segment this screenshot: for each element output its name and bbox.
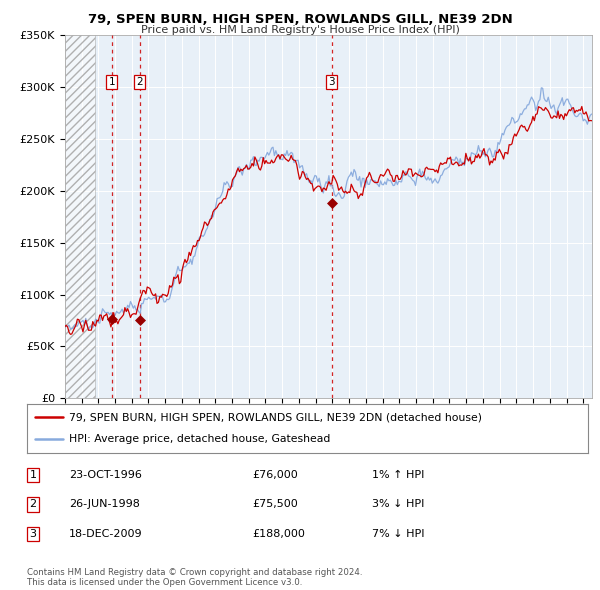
Text: £75,500: £75,500 (252, 500, 298, 509)
Text: £188,000: £188,000 (252, 529, 305, 539)
Text: 26-JUN-1998: 26-JUN-1998 (69, 500, 140, 509)
Text: 2: 2 (29, 500, 37, 509)
Text: 79, SPEN BURN, HIGH SPEN, ROWLANDS GILL, NE39 2DN (detached house): 79, SPEN BURN, HIGH SPEN, ROWLANDS GILL,… (69, 412, 482, 422)
Text: £76,000: £76,000 (252, 470, 298, 480)
Text: 23-OCT-1996: 23-OCT-1996 (69, 470, 142, 480)
Text: 3: 3 (29, 529, 37, 539)
Text: 2: 2 (137, 77, 143, 87)
Text: Contains HM Land Registry data © Crown copyright and database right 2024.
This d: Contains HM Land Registry data © Crown c… (27, 568, 362, 587)
Text: 7% ↓ HPI: 7% ↓ HPI (372, 529, 425, 539)
Text: 1: 1 (109, 77, 115, 87)
Text: HPI: Average price, detached house, Gateshead: HPI: Average price, detached house, Gate… (69, 434, 331, 444)
Text: 3% ↓ HPI: 3% ↓ HPI (372, 500, 424, 509)
Text: 3: 3 (328, 77, 335, 87)
Text: Price paid vs. HM Land Registry's House Price Index (HPI): Price paid vs. HM Land Registry's House … (140, 25, 460, 35)
Text: 18-DEC-2009: 18-DEC-2009 (69, 529, 143, 539)
Text: 79, SPEN BURN, HIGH SPEN, ROWLANDS GILL, NE39 2DN: 79, SPEN BURN, HIGH SPEN, ROWLANDS GILL,… (88, 13, 512, 26)
Text: 1% ↑ HPI: 1% ↑ HPI (372, 470, 424, 480)
Text: 1: 1 (29, 470, 37, 480)
